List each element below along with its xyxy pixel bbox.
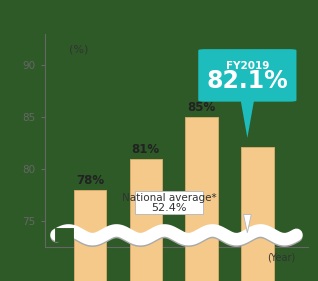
Polygon shape bbox=[244, 214, 251, 233]
Bar bbox=[74, 190, 106, 281]
FancyBboxPatch shape bbox=[198, 49, 296, 102]
FancyBboxPatch shape bbox=[135, 191, 203, 214]
Bar bbox=[185, 117, 218, 281]
Text: 82.1%: 82.1% bbox=[206, 69, 288, 93]
Text: 52.4%: 52.4% bbox=[151, 203, 187, 213]
Bar bbox=[130, 159, 162, 281]
Bar bbox=[241, 147, 273, 281]
Text: FY2019: FY2019 bbox=[226, 61, 269, 71]
Polygon shape bbox=[241, 100, 254, 138]
Text: 85%: 85% bbox=[188, 101, 216, 114]
Text: (Year): (Year) bbox=[267, 253, 295, 262]
Text: National average*: National average* bbox=[122, 193, 217, 203]
Text: 81%: 81% bbox=[132, 142, 160, 156]
Text: 78%: 78% bbox=[76, 174, 104, 187]
Text: (%): (%) bbox=[69, 44, 88, 54]
